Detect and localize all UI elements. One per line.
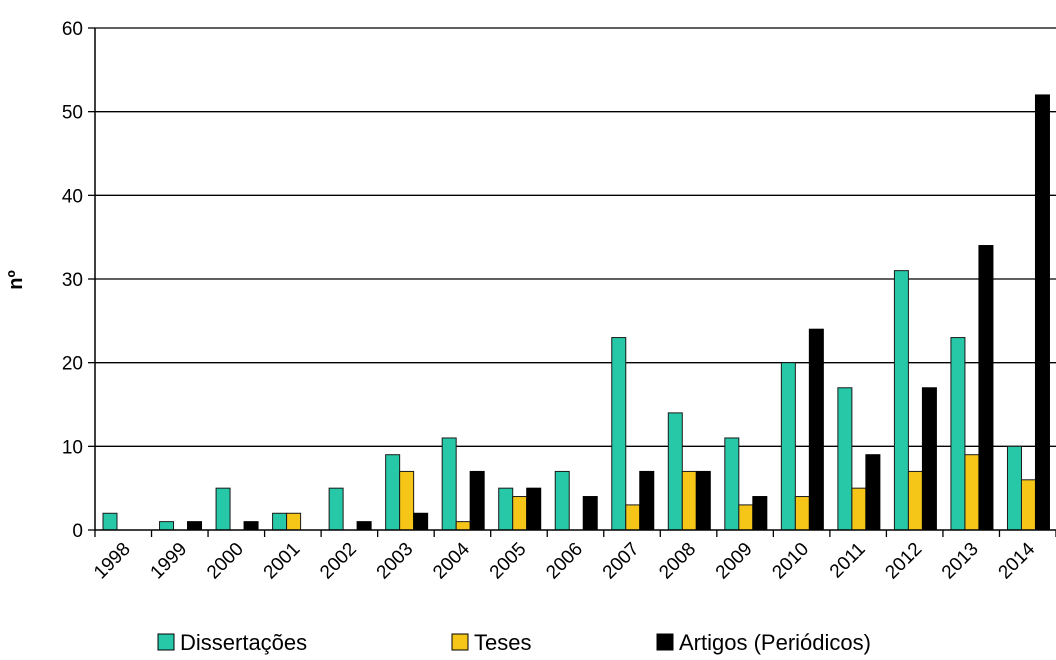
- bar-disserta-es-2010: [780, 362, 796, 531]
- bar-artigos-peri-dicos--2008: [695, 470, 711, 531]
- x-tick-label: 2006: [542, 539, 587, 584]
- bar-artigos-peri-dicos--2004: [469, 470, 485, 531]
- bar-disserta-es-2002: [328, 487, 344, 531]
- bar-disserta-es-2009: [724, 437, 740, 531]
- bar-artigos-peri-dicos--2010: [808, 328, 824, 531]
- bar-artigos-peri-dicos--2000: [243, 521, 259, 531]
- bar-teses-2014: [1020, 479, 1036, 531]
- bar-artigos-peri-dicos--2012: [921, 387, 937, 531]
- bar-disserta-es-2004: [441, 437, 457, 531]
- bar-teses-2004: [455, 521, 471, 531]
- x-tick-label: 2007: [599, 539, 644, 584]
- bar-disserta-es-2013: [950, 337, 966, 531]
- y-axis-ticks: 0 10 20 30 40 50 60: [62, 19, 95, 542]
- bar-teses-2011: [851, 487, 867, 531]
- bar-artigos-peri-dicos--2006: [582, 496, 598, 531]
- bar-artigos-peri-dicos--2014: [1034, 94, 1050, 531]
- bar-teses-2013: [964, 454, 980, 531]
- legend: Dissertações Teses Artigos (Periódicos): [157, 630, 871, 655]
- axes: [94, 28, 1056, 531]
- x-tick-label: 2003: [373, 539, 418, 584]
- x-tick-label: 2004: [429, 538, 474, 583]
- bar-disserta-es-2006: [554, 470, 570, 531]
- bar-teses-2008: [681, 470, 697, 531]
- bar-teses-2007: [625, 504, 641, 531]
- x-tick-label: 1998: [90, 539, 135, 584]
- x-tick-label: 2000: [203, 539, 248, 584]
- y-tick-label: 60: [62, 19, 83, 40]
- bar-artigos-peri-dicos--2005: [526, 487, 542, 531]
- bar-disserta-es-2008: [667, 412, 683, 531]
- x-tick-label: 2011: [826, 539, 870, 583]
- y-tick-label: 0: [72, 521, 83, 542]
- bar-artigos-peri-dicos--1999: [187, 521, 203, 531]
- bar-disserta-es-2011: [837, 387, 853, 531]
- x-tick-label: 1999: [147, 539, 192, 584]
- bar-disserta-es-2000: [215, 487, 231, 531]
- x-tick-label: 2014: [995, 538, 1040, 583]
- y-tick-label: 10: [62, 437, 83, 458]
- bar-artigos-peri-dicos--2003: [413, 512, 429, 531]
- legend-swatch: [451, 633, 469, 651]
- bar-teses-2009: [738, 504, 754, 531]
- bar-artigos-peri-dicos--2009: [752, 496, 768, 531]
- bar-teses-2003: [399, 470, 415, 531]
- x-tick-label: 2008: [655, 539, 700, 584]
- bar-disserta-es-2001: [272, 512, 288, 531]
- legend-label: Dissertações: [180, 630, 307, 655]
- legend-swatch: [157, 633, 175, 651]
- bar-teses-2005: [512, 496, 528, 531]
- x-tick-label: 2010: [768, 539, 813, 584]
- x-tick-label: 2001: [260, 539, 305, 584]
- bar-disserta-es-2005: [498, 487, 514, 531]
- x-tick-label: 2009: [712, 539, 757, 584]
- bar-disserta-es-2003: [385, 454, 401, 531]
- legend-label: Teses: [474, 630, 531, 655]
- bar-teses-2001: [286, 512, 302, 531]
- y-tick-label: 50: [62, 103, 83, 124]
- y-tick-label: 40: [62, 186, 83, 207]
- x-tick-label: 2005: [486, 539, 531, 584]
- bar-artigos-peri-dicos--2013: [978, 245, 994, 531]
- bar-artigos-peri-dicos--2007: [639, 470, 655, 531]
- bar-disserta-es-2007: [611, 337, 627, 531]
- y-tick-label: 30: [62, 270, 83, 291]
- legend-label: Artigos (Periódicos): [679, 630, 871, 655]
- bar-disserta-es-1999: [159, 521, 175, 531]
- legend-swatch: [656, 633, 674, 651]
- bar-artigos-peri-dicos--2002: [356, 521, 372, 531]
- bar-teses-2010: [794, 496, 810, 531]
- y-tick-label: 20: [62, 354, 83, 375]
- gridlines: [95, 27, 1056, 447]
- x-tick-label: 2013: [938, 539, 983, 584]
- x-tick-label: 2002: [316, 539, 361, 584]
- bars: [102, 94, 1050, 531]
- bar-disserta-es-1998: [102, 512, 118, 531]
- x-axis-ticks: 1998 1999 2000 2001 2002 2003 2004 2005 2006 2007…: [90, 530, 1056, 583]
- bar-artigos-peri-dicos--2011: [865, 454, 881, 531]
- bar-teses-2012: [907, 470, 923, 531]
- bar-disserta-es-2014: [1006, 445, 1022, 531]
- bar-disserta-es-2012: [893, 270, 909, 531]
- y-axis-title: nº: [5, 270, 27, 290]
- x-tick-label: 2012: [881, 539, 926, 584]
